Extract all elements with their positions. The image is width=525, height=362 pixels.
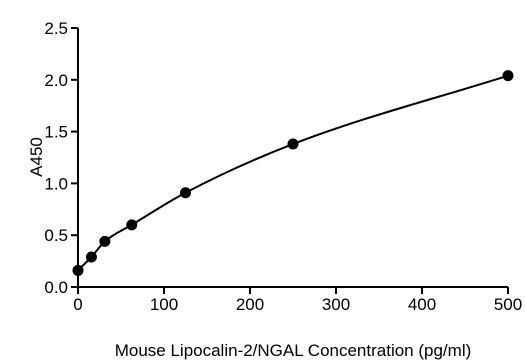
y-axis: 0.0 0.5 1.0 1.5 2.0 2.5 (44, 19, 79, 297)
data-point-1 (85, 251, 97, 263)
x-tick-label-1: 100 (150, 295, 178, 314)
x-axis: 0 100 200 300 400 500 (73, 286, 522, 314)
data-point-5 (287, 138, 299, 150)
data-point-6 (502, 70, 514, 82)
data-point-2 (99, 235, 111, 247)
x-tick-label-2: 200 (236, 295, 264, 314)
y-tick-label-0: 0.0 (44, 278, 68, 297)
y-tick-label-1: 0.5 (44, 226, 68, 245)
y-tick-label-2: 1.0 (44, 174, 68, 193)
data-point-0 (72, 264, 84, 276)
x-axis-title: Mouse Lipocalin-2/NGAL Concentration (pg… (115, 341, 472, 360)
data-point-4 (180, 187, 191, 199)
y-axis-title: A450 (27, 137, 46, 177)
data-point-3 (126, 219, 138, 231)
y-tick-label-5: 2.5 (44, 19, 68, 38)
fit-curve (77, 74, 509, 272)
x-tick-label-4: 400 (408, 295, 436, 314)
y-tick-label-4: 2.0 (44, 71, 68, 90)
fit-curve-layer (77, 74, 509, 272)
x-tick-label-5: 500 (494, 295, 522, 314)
x-tick-label-3: 300 (322, 295, 350, 314)
data-points-layer (72, 70, 514, 276)
x-tick-label-0: 0 (73, 295, 82, 314)
y-tick-label-3: 1.5 (44, 123, 68, 142)
